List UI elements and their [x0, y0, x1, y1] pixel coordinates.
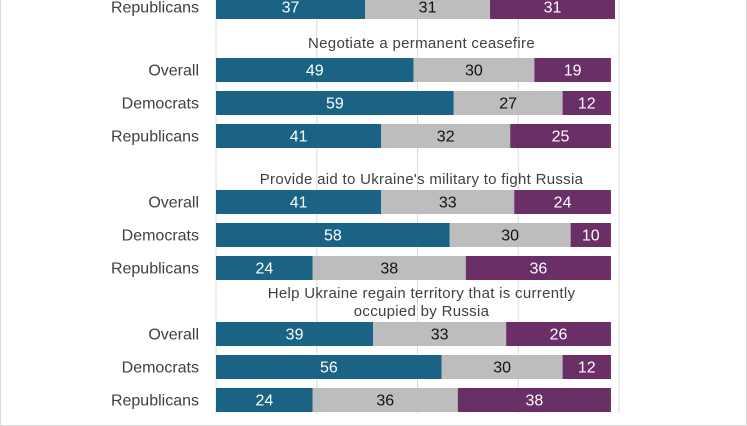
data-label-1-0-2: 19 — [564, 63, 582, 80]
data-label-1-2-1: 32 — [437, 129, 455, 146]
row-label-3-2: Republicans — [111, 393, 199, 410]
data-label-3-2-1: 36 — [376, 393, 394, 410]
data-label-3-0-0: 39 — [286, 327, 304, 344]
bar-2-0-2 — [514, 190, 611, 214]
data-label-0-0-0: 37 — [282, 0, 300, 17]
data-label-1-0-1: 30 — [465, 63, 483, 80]
bar-3-2-1 — [312, 388, 458, 412]
bar-0-0-0 — [216, 0, 366, 19]
row-label-3-0: Overall — [148, 327, 199, 344]
bar-2-1-2 — [570, 223, 611, 247]
row-label-2-2: Republicans — [111, 261, 199, 278]
group-title-2: Provide aid to Ukraine's military to fig… — [260, 171, 584, 188]
bar-2-0-0 — [216, 190, 382, 214]
bar-3-1-2 — [562, 355, 611, 379]
bars — [216, 0, 615, 412]
bar-3-1-0 — [216, 355, 442, 379]
bar-2-1-0 — [216, 223, 450, 247]
bar-1-0-0 — [216, 58, 414, 82]
data-label-2-1-0: 58 — [324, 228, 342, 245]
data-label-3-0-2: 26 — [550, 327, 568, 344]
data-label-3-2-0: 24 — [255, 393, 273, 410]
bar-1-1-1 — [453, 91, 563, 115]
bar-3-1-1 — [441, 355, 563, 379]
row-label-2-1: Democrats — [122, 228, 199, 245]
bar-0-0-1 — [365, 0, 491, 19]
data-label-2-2-2: 36 — [530, 261, 548, 278]
data-label-1-0-0: 49 — [306, 63, 324, 80]
data-label-3-0-1: 33 — [431, 327, 449, 344]
data-label-2-1-1: 30 — [501, 228, 519, 245]
group-title-3-line-1: occupied by Russia — [354, 303, 490, 320]
data-label-3-2-2: 38 — [525, 393, 543, 410]
data-label-3-1-1: 30 — [493, 360, 511, 377]
bar-3-2-2 — [457, 388, 611, 412]
bar-1-1-2 — [562, 91, 611, 115]
data-label-3-1-2: 12 — [578, 360, 596, 377]
row-label-2-0: Overall — [148, 195, 199, 212]
labels: Republicans 37 31 31 Negotiate a permanent c… — [111, 0, 600, 410]
bar-3-0-2 — [506, 322, 611, 346]
bar-3-2-0 — [216, 388, 313, 412]
data-label-2-0-0: 41 — [290, 195, 308, 212]
data-label-1-1-2: 12 — [578, 96, 596, 113]
data-label-2-0-1: 33 — [439, 195, 457, 212]
bar-0-0-2 — [490, 0, 615, 19]
bar-2-2-0 — [216, 256, 313, 280]
data-label-2-2-0: 24 — [255, 261, 273, 278]
row-label-0-0: Republicans — [111, 0, 199, 17]
group-title-1: Negotiate a permanent ceasefire — [308, 35, 535, 52]
bar-1-0-2 — [534, 58, 611, 82]
bar-2-2-2 — [465, 256, 611, 280]
data-label-1-1-1: 27 — [499, 96, 517, 113]
bar-3-0-0 — [216, 322, 374, 346]
bar-1-2-1 — [381, 124, 511, 148]
bar-1-0-1 — [413, 58, 535, 82]
data-label-1-2-0: 41 — [290, 129, 308, 146]
data-label-0-0-2: 31 — [544, 0, 562, 17]
data-label-1-1-0: 59 — [326, 96, 344, 113]
group-title-3-line-0: Help Ukraine regain territory that is cu… — [268, 285, 576, 302]
row-label-1-1: Democrats — [122, 96, 199, 113]
data-label-2-0-2: 24 — [554, 195, 572, 212]
row-label-3-1: Democrats — [122, 360, 199, 377]
bar-1-1-0 — [216, 91, 454, 115]
data-label-0-0-1: 31 — [419, 0, 437, 17]
data-label-2-2-1: 38 — [380, 261, 398, 278]
bar-3-0-1 — [373, 322, 507, 346]
bar-2-0-1 — [381, 190, 515, 214]
row-label-1-0: Overall — [148, 63, 199, 80]
data-label-2-1-2: 10 — [582, 228, 600, 245]
row-label-1-2: Republicans — [111, 129, 199, 146]
data-label-1-2-2: 25 — [552, 129, 570, 146]
bar-2-1-1 — [449, 223, 571, 247]
bar-1-2-2 — [510, 124, 611, 148]
data-label-3-1-0: 56 — [320, 360, 338, 377]
bar-2-2-1 — [312, 256, 466, 280]
bar-1-2-0 — [216, 124, 382, 148]
